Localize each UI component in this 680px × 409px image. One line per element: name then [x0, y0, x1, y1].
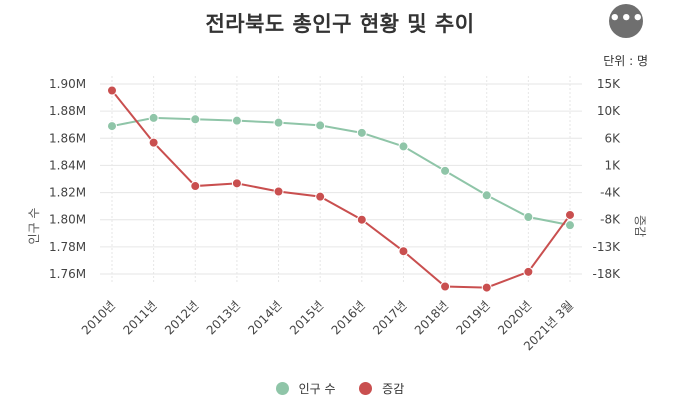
more-horizontal-icon[interactable]: •••: [609, 4, 644, 38]
chart-title: 전라북도 총인구 현황 및 추이: [205, 12, 475, 36]
y-right-tick-label: 15K: [597, 77, 621, 91]
y-right-tick-label: 10K: [597, 104, 621, 118]
legend-marker: [359, 382, 373, 395]
legend-item-population[interactable]: 인구 수: [275, 380, 336, 397]
data-point-change[interactable]: [190, 181, 201, 192]
data-point-population[interactable]: [190, 114, 201, 125]
data-point-change[interactable]: [565, 209, 575, 220]
y-left-tick-label: 1.76M: [49, 267, 86, 281]
data-point-population[interactable]: [440, 165, 451, 176]
series-line-population: [111, 116, 571, 227]
x-tick-label: 2013년: [204, 298, 243, 337]
data-point-change[interactable]: [523, 266, 534, 277]
y-right-tick-label: -13K: [593, 240, 622, 254]
y-left-tick-label: 1.84M: [49, 158, 86, 172]
x-tick-label: 2011년: [120, 298, 159, 337]
data-point-change[interactable]: [398, 246, 409, 257]
x-tick-label: 2019년: [454, 298, 493, 337]
data-point-change[interactable]: [148, 137, 159, 148]
y-right-tick-label: 6K: [604, 131, 621, 145]
data-point-change[interactable]: [356, 214, 367, 225]
y-left-tick-label: 1.80M: [49, 213, 86, 227]
legend-marker: [275, 382, 289, 395]
data-point-population[interactable]: [398, 141, 409, 152]
y-right-tick-label: -18K: [593, 267, 622, 281]
legend-label: 증감: [382, 382, 405, 396]
y-left-tick-label: 1.90M: [49, 77, 86, 91]
data-point-population[interactable]: [523, 212, 534, 222]
y-right-tick-label: -4K: [600, 186, 621, 200]
data-point-population[interactable]: [315, 120, 326, 131]
x-tick-label: 2018년: [412, 298, 451, 337]
y-right-tick-label: -8K: [600, 213, 621, 227]
data-point-population[interactable]: [481, 190, 492, 201]
data-point-change[interactable]: [231, 178, 242, 189]
y-left-tick-label: 1.86M: [49, 131, 86, 145]
y-axis-left-title: 인구 수: [27, 208, 41, 245]
data-point-change[interactable]: [440, 281, 451, 292]
legend-item-change[interactable]: 증감: [359, 380, 404, 397]
x-tick-label: 2010년: [79, 298, 118, 337]
data-point-population[interactable]: [107, 121, 117, 132]
data-point-population[interactable]: [273, 117, 284, 128]
series-line-change: [111, 89, 571, 289]
y-left-tick-label: 1.88M: [49, 104, 86, 118]
data-point-population[interactable]: [231, 115, 242, 126]
y-right-tick-label: 1K: [604, 158, 621, 172]
x-tick-label: 2016년: [329, 298, 368, 337]
legend: 인구 수 증감: [0, 380, 680, 397]
data-point-change[interactable]: [315, 191, 326, 202]
data-point-change[interactable]: [107, 85, 117, 96]
y-left-tick-label: 1.78M: [49, 240, 86, 254]
data-point-population[interactable]: [565, 220, 575, 231]
x-tick-label: 2014년: [245, 298, 284, 337]
y-axis-right-title: 증감: [633, 215, 647, 237]
x-tick-label: 2015년: [287, 298, 326, 337]
data-point-change[interactable]: [273, 186, 284, 197]
data-point-population[interactable]: [356, 127, 367, 138]
unit-label: 단위 : 명: [603, 54, 648, 68]
x-tick-label: 2020년: [495, 298, 534, 337]
legend-label: 인구 수: [298, 382, 336, 396]
x-tick-label: 2012년: [162, 298, 201, 337]
y-left-tick-label: 1.82M: [49, 186, 86, 200]
x-tick-label: 2017년: [370, 298, 409, 337]
data-point-change[interactable]: [481, 282, 492, 293]
data-point-population[interactable]: [148, 112, 159, 123]
